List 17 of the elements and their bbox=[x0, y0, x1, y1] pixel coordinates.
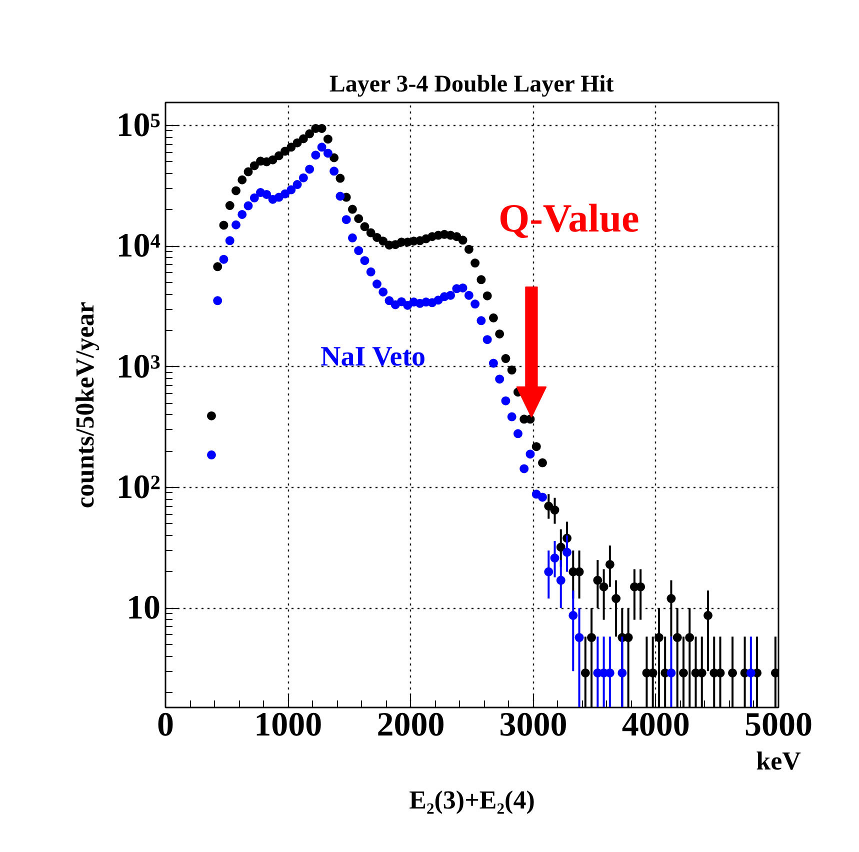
text: E₂(3)+E₂(4) bbox=[409, 786, 535, 814]
y-tick-label: 10³ bbox=[116, 348, 161, 386]
chart-title: Layer 3-4 Double Layer Hit bbox=[329, 72, 614, 98]
y-axis-title: counts/50keV/year bbox=[70, 302, 100, 508]
x-tick-label: 2000 bbox=[376, 706, 445, 744]
x-tick-label: 5000 bbox=[744, 706, 812, 744]
y-tick-label: 10⁴ bbox=[116, 228, 161, 265]
y-tick-label: 10⁵ bbox=[116, 106, 161, 144]
annotation: Q-Value bbox=[498, 196, 640, 240]
series-label: NaI Veto bbox=[320, 342, 426, 372]
x-tick-label: 4000 bbox=[622, 706, 690, 744]
y-tick-label: 10 bbox=[126, 590, 160, 627]
y-tick-label: 10² bbox=[116, 468, 161, 506]
x-axis-title: keV bbox=[756, 746, 802, 776]
x-tick-label: 1000 bbox=[254, 706, 322, 744]
x-tick-label: 3000 bbox=[499, 706, 568, 744]
x-tick-label: 0 bbox=[157, 706, 174, 744]
